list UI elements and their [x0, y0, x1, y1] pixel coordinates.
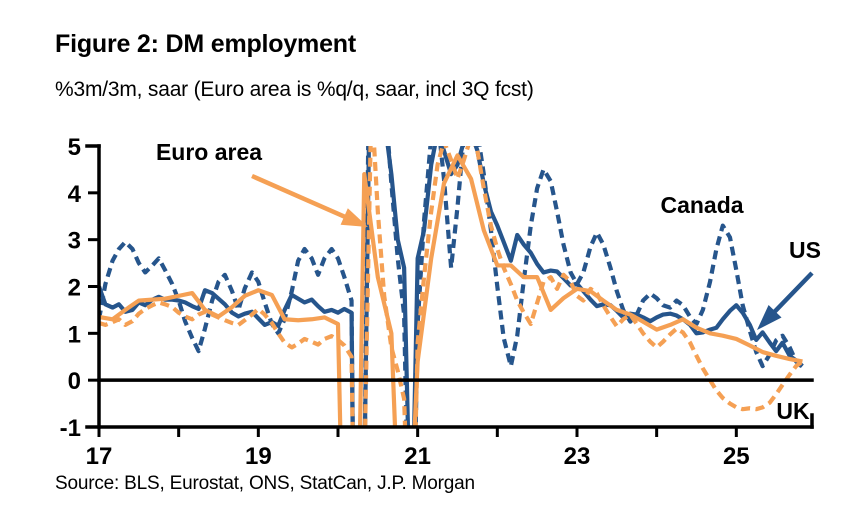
annotations-layer: Euro area Canada US UK — [156, 139, 821, 424]
series-label-canada: Canada — [660, 192, 743, 218]
figure-subtitle: %3m/3m, saar (Euro area is %q/q, saar, i… — [55, 78, 534, 101]
x-tick-label: 21 — [404, 443, 431, 470]
series-label-us: US — [789, 237, 821, 263]
axis-ticks-layer — [88, 144, 738, 437]
y-tick-label: -1 — [60, 415, 81, 442]
y-tick-label: 3 — [68, 228, 81, 255]
y-tick-label: 4 — [68, 181, 82, 208]
series-layer — [99, 146, 804, 427]
annotation-arrow-head-euro-area — [340, 208, 368, 227]
y-tick-label: 2 — [68, 275, 81, 302]
axes-layer — [85, 144, 814, 429]
x-tick-label: 17 — [86, 443, 113, 470]
y-tick-label: 5 — [68, 134, 81, 161]
x-tick-label: 19 — [245, 443, 272, 470]
annotation-arrow-head-us — [757, 305, 782, 330]
x-tick-label: 25 — [723, 443, 750, 470]
y-tick-label: 0 — [68, 368, 81, 395]
series-line-canada — [99, 146, 804, 427]
series-line-uk — [99, 146, 804, 427]
annotation-arrow-line-euro-area — [251, 173, 351, 222]
series-label-euro-area: Euro area — [156, 139, 262, 165]
series-label-uk: UK — [776, 398, 810, 424]
x-tick-label: 23 — [564, 443, 591, 470]
source-note: Source: BLS, Eurostat, ONS, StatCan, J.P… — [55, 473, 475, 494]
y-tick-label: 1 — [68, 321, 81, 348]
annotation-arrow-line-us — [769, 271, 814, 318]
page-title: Figure 2: DM employment — [55, 30, 356, 58]
